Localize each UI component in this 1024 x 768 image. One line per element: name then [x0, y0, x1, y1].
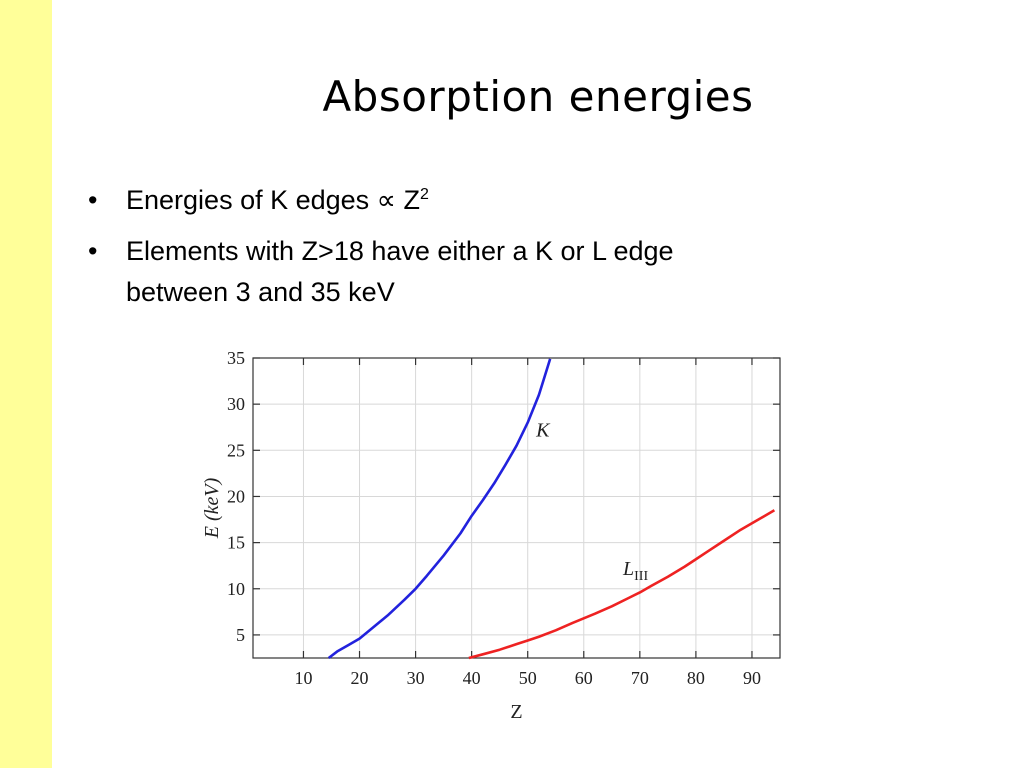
absorption-edge-chart: 10 20 30 40 50 60 70 80 90 5 10 15 20 25 30 35 Z E (keV) K… [201, 348, 781, 723]
side-accent-band [0, 0, 52, 768]
slide-title: Absorption energies [322, 72, 754, 121]
x-tick-label: 90 [743, 668, 761, 688]
bullet-dot: • [88, 185, 98, 215]
y-tick-label: 10 [227, 579, 245, 599]
y-tick-label: 5 [236, 625, 245, 645]
x-tick-label: 40 [463, 668, 481, 688]
series-line-k [327, 358, 552, 660]
x-tick-label: 70 [631, 668, 649, 688]
x-tick-label: 10 [294, 668, 312, 688]
y-tick-label: 15 [227, 533, 245, 553]
bullet1-base: Z [395, 185, 420, 215]
series-label-k: K [535, 419, 551, 441]
y-tick-label: 30 [227, 394, 245, 414]
bullet1-exponent: 2 [419, 186, 429, 203]
x-tick-label: 80 [687, 668, 705, 688]
x-tick-label: 60 [575, 668, 593, 688]
plot-frame [252, 357, 781, 659]
y-tick-label: 25 [227, 440, 245, 460]
bullet-item-k-edges: • Energies of K edges ∝ Z2 [88, 180, 868, 221]
bullet1-text: Energies of K edges [126, 185, 377, 215]
y-axis-label: E (keV) [201, 477, 223, 539]
y-tick-label: 35 [227, 348, 245, 368]
bullet-item-elements: • Elements with Z>18 have either a K or L… [88, 231, 868, 313]
bullet2-line1: Elements with Z>18 have either a K or L … [126, 236, 674, 266]
series-label-subscript: III [634, 569, 648, 584]
x-tick-label: 30 [407, 668, 425, 688]
proportional-symbol: ∝ [376, 185, 396, 215]
bullet2-line2: between 3 and 35 keV [126, 277, 395, 307]
x-tick-label: 50 [519, 668, 537, 688]
y-tick-label: 20 [227, 486, 245, 506]
series-label-liii: LIII [622, 558, 648, 584]
bullet-list: • Energies of K edges ∝ Z2 • Elements with… [88, 180, 868, 323]
bullet-dot: • [88, 236, 98, 266]
x-axis-label: Z [510, 701, 522, 723]
series-line-liii [468, 509, 776, 660]
x-tick-label: 20 [351, 668, 369, 688]
